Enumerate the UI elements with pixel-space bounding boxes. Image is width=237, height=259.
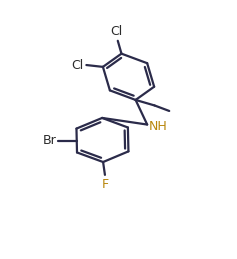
Text: Cl: Cl [111, 25, 123, 38]
Text: Cl: Cl [71, 59, 84, 71]
Text: F: F [101, 178, 109, 191]
Text: NH: NH [149, 120, 168, 133]
Text: Br: Br [42, 134, 56, 147]
